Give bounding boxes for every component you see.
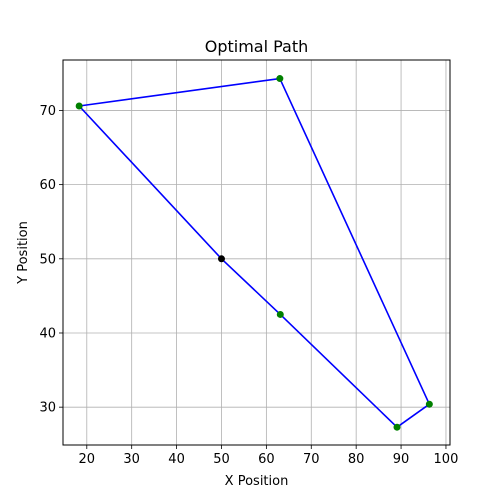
waypoint-marker (276, 310, 284, 318)
start-point (217, 255, 225, 263)
waypoint-marker (276, 75, 284, 83)
x-tick-label: 50 (213, 452, 230, 467)
x-tick-label: 90 (393, 452, 410, 467)
x-tick-label: 70 (303, 452, 320, 467)
y-axis-label: Y Position (16, 221, 31, 285)
x-tick-label: 100 (434, 452, 459, 467)
waypoint-marker (425, 400, 433, 408)
y-tick-label: 70 (39, 104, 56, 119)
y-tick-label: 60 (39, 178, 56, 193)
x-axis-label: X Position (225, 474, 289, 489)
plot-frame (62, 59, 451, 446)
y-tick-label: 30 (39, 401, 56, 416)
x-axis-ticks: 20 30 40 50 60 70 80 90 100 (79, 445, 459, 467)
x-tick-label: 30 (123, 452, 140, 467)
waypoint-marker (393, 423, 401, 431)
grid (63, 60, 450, 445)
waypoint-marker (75, 102, 83, 110)
x-tick-label: 20 (79, 452, 96, 467)
y-tick-label: 40 (39, 326, 56, 341)
chart-title: Optimal Path (205, 37, 309, 56)
x-tick-label: 40 (168, 452, 185, 467)
x-tick-label: 60 (258, 452, 275, 467)
y-tick-label: 50 (39, 252, 56, 267)
path-points (75, 75, 433, 431)
y-axis-ticks: 30 40 50 60 70 (39, 104, 63, 416)
x-tick-label: 80 (348, 452, 365, 467)
